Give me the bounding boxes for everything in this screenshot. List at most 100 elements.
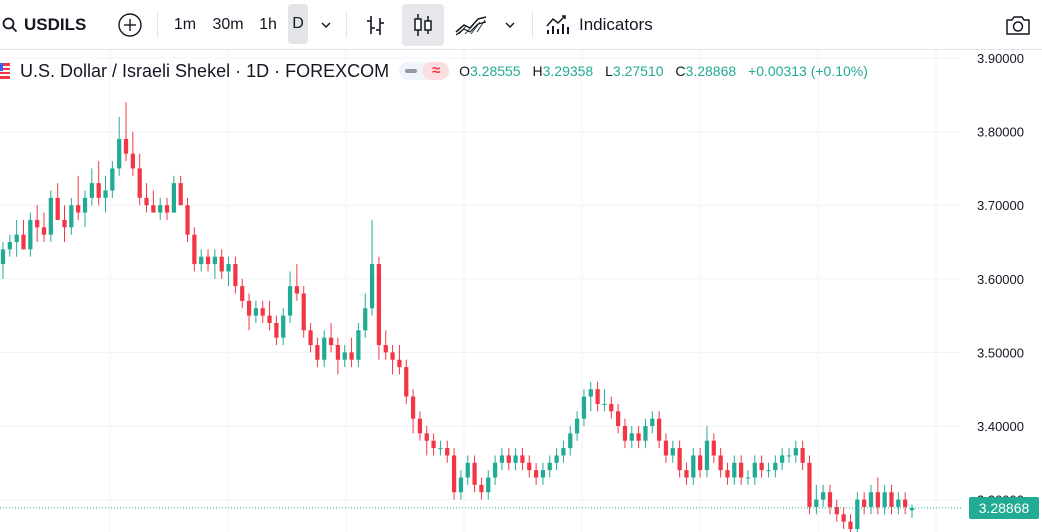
candle bbox=[752, 455, 757, 485]
candle bbox=[568, 426, 573, 456]
market-status-pill[interactable]: ≈ bbox=[399, 62, 450, 80]
candle-body bbox=[390, 352, 395, 360]
candle-body bbox=[739, 462, 744, 478]
candle-body bbox=[260, 308, 265, 316]
candle bbox=[212, 249, 217, 279]
candle bbox=[267, 300, 272, 331]
candle-body bbox=[568, 433, 573, 449]
candle-body bbox=[554, 455, 559, 463]
candle-body bbox=[862, 499, 867, 507]
series-legend: U.S. Dollar / Israeli Shekel · 1D · FORE… bbox=[0, 59, 868, 83]
candle-body bbox=[855, 499, 860, 530]
us-flag-icon bbox=[0, 63, 10, 79]
candle bbox=[807, 455, 812, 515]
interval-dropdown-button[interactable] bbox=[314, 4, 338, 46]
candle bbox=[281, 308, 286, 346]
close-value: 3.28868 bbox=[685, 63, 737, 79]
interval-30m-button[interactable]: 30m bbox=[212, 16, 244, 33]
candle-body bbox=[609, 403, 614, 412]
candle-body bbox=[773, 462, 778, 471]
price-axis-tick: 3.80000 bbox=[977, 125, 1024, 140]
chevron-down-icon bbox=[505, 22, 515, 29]
candle-body bbox=[800, 448, 805, 463]
candle bbox=[294, 264, 300, 301]
candle bbox=[103, 175, 108, 213]
candle bbox=[260, 300, 265, 323]
candle-body bbox=[103, 190, 108, 198]
candle bbox=[479, 477, 484, 500]
symbol-search-button[interactable]: USDILS bbox=[0, 4, 112, 46]
candle bbox=[233, 256, 238, 294]
candle-body bbox=[670, 448, 675, 456]
candle-body bbox=[533, 470, 539, 478]
candle-body bbox=[486, 477, 491, 493]
candle-body bbox=[369, 264, 375, 309]
candle bbox=[431, 433, 436, 456]
candle-body bbox=[294, 286, 300, 294]
candle bbox=[718, 448, 723, 478]
candle-body bbox=[465, 462, 470, 478]
hlc-area-chart-type-button[interactable] bbox=[450, 4, 492, 46]
bar-chart-type-button[interactable] bbox=[360, 4, 392, 46]
candle bbox=[739, 455, 744, 485]
candle-body bbox=[629, 433, 634, 441]
screenshot-button[interactable] bbox=[1000, 4, 1036, 46]
series-title[interactable]: U.S. Dollar / Israeli Shekel · 1D · FORE… bbox=[20, 60, 390, 81]
candle-body bbox=[110, 168, 115, 191]
candle bbox=[643, 418, 648, 449]
compare-symbol-button[interactable] bbox=[112, 4, 148, 46]
candle-body bbox=[793, 448, 798, 456]
candle bbox=[185, 197, 190, 242]
candle-body bbox=[657, 418, 662, 441]
candle bbox=[226, 256, 231, 287]
candle-body bbox=[780, 455, 785, 463]
indicators-button[interactable]: Indicators bbox=[545, 4, 665, 46]
candle bbox=[903, 492, 908, 515]
candle bbox=[205, 249, 211, 272]
candle-body bbox=[896, 499, 901, 507]
candle-body bbox=[123, 138, 129, 154]
candle-body bbox=[889, 492, 894, 507]
chart-type-dropdown-button[interactable] bbox=[498, 4, 522, 46]
candle bbox=[588, 381, 593, 412]
candle bbox=[55, 183, 60, 220]
toolbar-divider bbox=[157, 12, 158, 38]
plus-circle-icon bbox=[118, 13, 142, 37]
candle-body bbox=[21, 234, 26, 250]
candle-body bbox=[540, 470, 546, 478]
candle bbox=[171, 175, 176, 213]
candle-body bbox=[383, 345, 388, 353]
candle-body bbox=[410, 396, 416, 419]
candle bbox=[670, 440, 675, 463]
candle bbox=[465, 455, 470, 485]
candle-body bbox=[178, 183, 183, 206]
candle bbox=[253, 300, 258, 323]
interval-1h-button[interactable]: 1h bbox=[259, 16, 277, 33]
candle-body bbox=[76, 205, 81, 213]
candle-body bbox=[69, 205, 74, 228]
candle bbox=[533, 462, 539, 485]
candle bbox=[909, 504, 915, 518]
candle-body bbox=[417, 418, 423, 434]
candle-body bbox=[732, 462, 737, 478]
candles-chart-type-button[interactable] bbox=[402, 4, 444, 46]
candle-body bbox=[246, 300, 252, 316]
price-chart[interactable]: 3.90000 3.80000 3.70000 3.60000 3.50000 3.400… bbox=[0, 50, 1042, 532]
open-value: 3.28555 bbox=[469, 63, 521, 79]
price-axis[interactable]: 3.90000 3.80000 3.70000 3.60000 3.50000 3.400… bbox=[977, 51, 1024, 508]
candle bbox=[151, 190, 156, 213]
low-label: L bbox=[605, 63, 613, 79]
interval-1m-button[interactable]: 1m bbox=[173, 16, 197, 33]
candle-body bbox=[909, 507, 915, 511]
candle bbox=[199, 249, 204, 272]
candle-body bbox=[376, 264, 382, 346]
candle-body bbox=[513, 455, 518, 463]
candle bbox=[130, 131, 135, 176]
candle bbox=[609, 396, 614, 419]
candle-body bbox=[328, 337, 334, 346]
candle-body bbox=[479, 484, 484, 493]
interval-d-button[interactable]: D bbox=[288, 4, 308, 44]
candle bbox=[492, 455, 498, 485]
candle bbox=[451, 448, 457, 500]
candle-body bbox=[595, 389, 600, 404]
